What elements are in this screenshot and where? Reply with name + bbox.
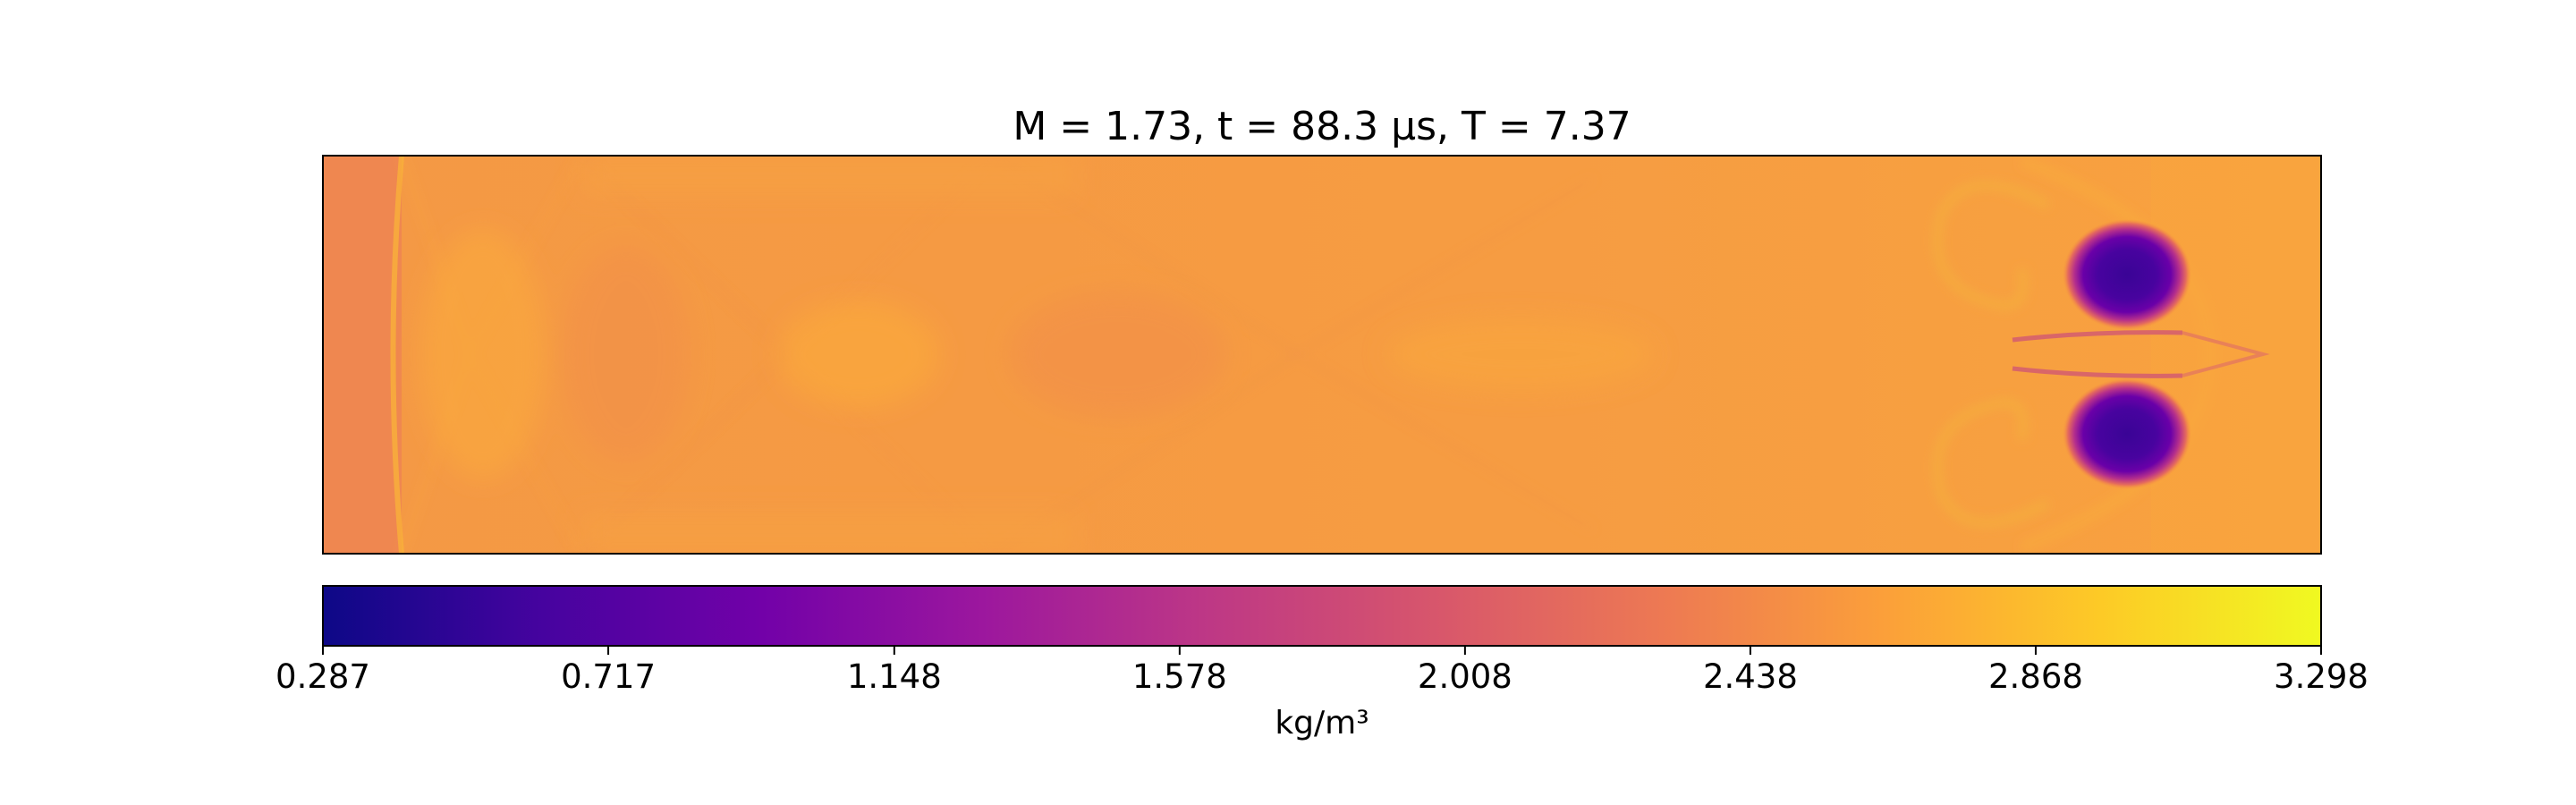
colorbar-tick-label: 2.868: [1988, 657, 2083, 696]
colorbar-ticks: 0.287 0.717 1.148 1.578 2.008 2.438 2.868 3.298: [275, 646, 2368, 696]
vortex-core-upper: [2063, 219, 2191, 330]
contact-surface: [2151, 156, 2321, 554]
colorbar-tick-label: 1.148: [847, 657, 942, 696]
colorbar-tick-label: 2.438: [1703, 657, 1798, 696]
shock-cells: [420, 156, 1655, 554]
colorbar-tick-label: 0.717: [561, 657, 656, 696]
chart-title: M = 1.73, t = 88.3 μs, T = 7.37: [1013, 104, 1631, 149]
inflow-region: [323, 156, 402, 554]
jet-tip: [2182, 331, 2270, 377]
shear-layer-upper: [2012, 330, 2183, 343]
bow-shock: [390, 156, 404, 554]
shear-layer-lower: [2012, 366, 2183, 378]
vortex-core-lower: [2063, 378, 2191, 489]
density-field: [323, 156, 2321, 554]
lower-roll: [1933, 398, 2051, 528]
colorbar-tick-label: 2.008: [1418, 657, 1513, 696]
colorbar-tick-label: 1.578: [1132, 657, 1227, 696]
colorbar-tick-label: 3.298: [2274, 657, 2368, 696]
upper-roll: [1933, 181, 2051, 310]
vortex-structure: [1933, 156, 2321, 554]
colorbar: [322, 585, 2322, 647]
colorbar-label: kg/m³: [1275, 705, 1368, 741]
plot-frame: [322, 155, 2322, 555]
colorbar-tick-label: 0.287: [275, 657, 370, 696]
